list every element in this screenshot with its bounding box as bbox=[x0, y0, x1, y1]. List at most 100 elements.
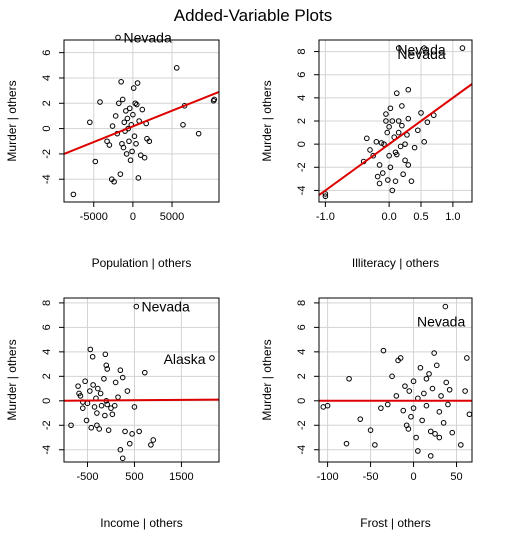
data-point bbox=[436, 434, 443, 441]
data-point bbox=[367, 427, 374, 433]
y-tick-label: 8 bbox=[296, 300, 308, 306]
data-point bbox=[386, 123, 392, 130]
data-point bbox=[108, 405, 114, 411]
data-point bbox=[445, 401, 451, 408]
data-point bbox=[92, 158, 99, 165]
data-point bbox=[124, 115, 131, 122]
data-point bbox=[112, 379, 119, 386]
data-point bbox=[379, 170, 386, 176]
data-point bbox=[102, 412, 108, 419]
data-point bbox=[410, 378, 417, 385]
data-point bbox=[436, 409, 443, 415]
data-point bbox=[417, 364, 424, 371]
fit-line bbox=[64, 90, 219, 155]
plot-frame bbox=[63, 297, 220, 463]
data-point bbox=[133, 140, 139, 147]
data-point bbox=[180, 121, 186, 128]
data-point bbox=[395, 129, 402, 136]
data-point bbox=[383, 118, 389, 124]
y-tick-label: 4 bbox=[41, 75, 53, 81]
data-point bbox=[131, 133, 138, 139]
x-tick-label: 5000 bbox=[160, 211, 184, 223]
data-point bbox=[406, 388, 413, 394]
data-point bbox=[87, 119, 93, 126]
data-point bbox=[119, 96, 126, 103]
data-point bbox=[117, 171, 124, 177]
data-point bbox=[400, 171, 406, 178]
y-tick-label: -4 bbox=[296, 445, 308, 455]
data-point bbox=[449, 429, 456, 436]
y-tick-label: 4 bbox=[41, 349, 53, 355]
data-point bbox=[141, 369, 148, 376]
panel-2: -1.0 0.0 0.5 1.0 -4 -2 0 2 4 6 8 Illiteracy | other… bbox=[260, 39, 473, 270]
x-tick-label: 500 bbox=[125, 471, 143, 483]
data-point bbox=[413, 434, 419, 441]
data-point bbox=[381, 141, 387, 147]
x-axis-label: Population | others bbox=[92, 256, 192, 270]
data-point bbox=[141, 154, 148, 161]
data-point bbox=[127, 157, 134, 164]
data-point bbox=[376, 180, 383, 187]
data-point bbox=[111, 402, 118, 409]
data-point bbox=[408, 178, 415, 184]
data-point bbox=[322, 193, 329, 200]
x-tick-label: 0 bbox=[130, 211, 136, 223]
x-axis-label: Income | others bbox=[100, 516, 183, 530]
data-point bbox=[405, 86, 412, 93]
plot-frame bbox=[63, 39, 220, 203]
data-point bbox=[389, 187, 396, 194]
data-point bbox=[133, 303, 140, 310]
data-point bbox=[405, 426, 412, 432]
data-point bbox=[115, 100, 122, 107]
data-point bbox=[384, 401, 391, 408]
data-point bbox=[411, 144, 418, 151]
data-point bbox=[389, 373, 395, 380]
y-tick-label: 4 bbox=[296, 95, 308, 101]
data-point bbox=[102, 351, 109, 358]
point-annotation: Nevada bbox=[142, 299, 190, 315]
y-axis-label: Murder | others bbox=[5, 80, 19, 161]
data-point bbox=[130, 111, 136, 118]
data-point bbox=[433, 362, 440, 369]
data-point bbox=[115, 394, 121, 400]
data-point bbox=[415, 127, 421, 134]
figure-title: Added-Variable Plots bbox=[174, 6, 332, 25]
point-annotation: Nevada bbox=[123, 29, 171, 45]
plot-frame bbox=[318, 297, 473, 463]
data-point bbox=[466, 411, 473, 418]
data-point bbox=[130, 85, 137, 91]
x-tick-label: 0.5 bbox=[413, 211, 428, 223]
data-point bbox=[121, 119, 128, 126]
data-point bbox=[144, 135, 150, 142]
y-tick-label: 0 bbox=[296, 398, 308, 404]
y-tick-label: 2 bbox=[296, 118, 308, 124]
data-point bbox=[458, 442, 464, 448]
data-point bbox=[111, 178, 117, 185]
data-point bbox=[119, 455, 126, 462]
data-point bbox=[462, 388, 468, 394]
x-tick-label: 1.0 bbox=[445, 211, 460, 223]
y-axis-label: Murder | others bbox=[5, 339, 19, 420]
data-point bbox=[97, 99, 103, 105]
data-point bbox=[123, 108, 129, 114]
data-point bbox=[402, 141, 408, 147]
data-point bbox=[88, 424, 95, 431]
data-point bbox=[75, 383, 81, 389]
data-point bbox=[148, 442, 154, 448]
data-point bbox=[426, 371, 432, 377]
x-tick-label: -5000 bbox=[80, 211, 108, 223]
y-tick-label: -2 bbox=[296, 162, 308, 172]
y-tick-label: -2 bbox=[296, 420, 308, 430]
data-point bbox=[424, 119, 431, 125]
data-point bbox=[343, 440, 350, 447]
data-point bbox=[393, 151, 400, 158]
data-point bbox=[410, 405, 417, 411]
data-point bbox=[126, 105, 133, 112]
x-tick-label: -1.0 bbox=[316, 211, 335, 223]
data-point bbox=[374, 173, 381, 180]
y-tick-label: 4 bbox=[296, 349, 308, 355]
data-point bbox=[432, 431, 438, 437]
y-tick-label: 2 bbox=[41, 373, 53, 379]
panel-4: -100 -50 0 50 -4 -2 0 2 4 6 8 Frost | others Murder … bbox=[260, 297, 473, 530]
data-point bbox=[392, 178, 399, 184]
